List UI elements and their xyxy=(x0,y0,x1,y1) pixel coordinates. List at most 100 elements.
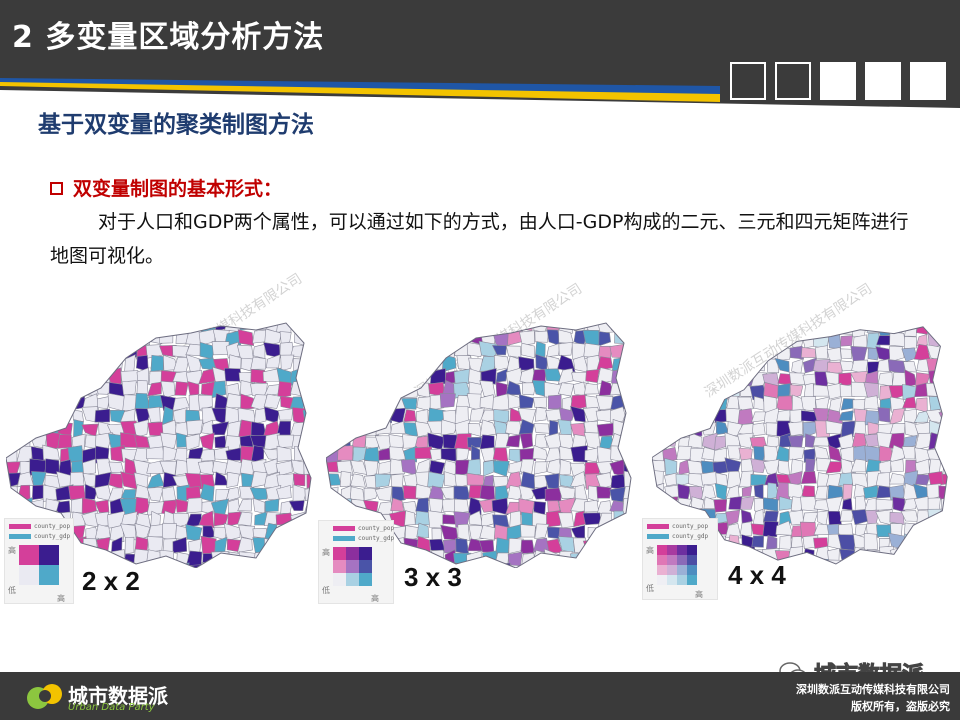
county-region xyxy=(584,447,600,463)
county-region xyxy=(596,485,612,499)
slide-header: 2 多变量区域分析方法 xyxy=(0,0,960,78)
county-region xyxy=(867,347,880,361)
county-region xyxy=(480,447,496,462)
county-region xyxy=(479,323,494,334)
county-region xyxy=(159,566,178,568)
matrix-cell xyxy=(359,547,372,560)
county-region xyxy=(800,470,817,484)
matrix-cell xyxy=(677,565,687,575)
county-region xyxy=(890,458,905,473)
county-region xyxy=(763,382,780,399)
county-region xyxy=(664,457,678,476)
county-region xyxy=(826,347,842,362)
county-region xyxy=(466,472,485,487)
matrix-cell xyxy=(687,575,697,585)
county-region xyxy=(850,345,868,362)
county-region xyxy=(305,510,311,528)
county-region xyxy=(327,355,340,372)
county-region xyxy=(652,420,665,438)
slide-title: 2 多变量区域分析方法 xyxy=(12,20,325,55)
county-region xyxy=(337,445,354,461)
county-region xyxy=(737,396,754,412)
county-region xyxy=(689,447,705,462)
county-region xyxy=(336,358,352,371)
county-region xyxy=(777,383,791,398)
county-region xyxy=(762,520,779,538)
county-region xyxy=(652,326,666,338)
legend-high-label-x: 高 xyxy=(57,594,65,603)
county-region xyxy=(839,326,854,335)
county-region xyxy=(6,329,22,343)
county-region xyxy=(559,459,572,476)
county-region xyxy=(350,473,366,488)
county-region xyxy=(727,358,741,375)
county-region xyxy=(17,341,35,359)
county-region xyxy=(33,369,44,384)
county-region xyxy=(518,394,535,409)
county-region xyxy=(505,345,522,359)
county-region xyxy=(675,344,691,362)
county-region xyxy=(507,564,523,568)
county-region xyxy=(940,346,948,361)
county-region xyxy=(533,423,550,434)
county-region xyxy=(889,331,907,347)
county-region xyxy=(6,410,22,422)
county-region xyxy=(59,384,71,399)
county-region xyxy=(326,341,342,357)
county-region xyxy=(303,367,311,386)
matrix-cell xyxy=(333,573,346,586)
county-region xyxy=(716,344,729,363)
county-region xyxy=(716,382,730,400)
county-region xyxy=(901,546,917,561)
county-region xyxy=(715,420,729,435)
legend-low-label: 低 xyxy=(322,586,330,595)
county-region xyxy=(534,461,548,475)
matrix-cell xyxy=(657,575,667,585)
county-region xyxy=(388,434,405,450)
county-region xyxy=(737,408,754,426)
county-region xyxy=(350,366,364,386)
county-region xyxy=(557,419,572,437)
matrix-cell xyxy=(667,555,677,565)
county-region xyxy=(94,445,110,461)
county-region xyxy=(363,327,378,344)
county-region xyxy=(403,409,417,423)
county-region xyxy=(377,354,394,371)
county-region xyxy=(276,552,293,567)
county-region xyxy=(263,458,278,476)
county-region xyxy=(276,485,292,500)
legend-low-label: 低 xyxy=(8,586,16,595)
county-region xyxy=(237,498,253,512)
county-region xyxy=(889,444,907,463)
county-region xyxy=(275,460,293,477)
county-region xyxy=(57,323,71,333)
county-region xyxy=(726,470,742,489)
county-region xyxy=(917,558,928,564)
county-region xyxy=(480,368,497,385)
county-region xyxy=(766,358,780,374)
footer-brand-subtitle: Urban Data Party xyxy=(68,702,155,713)
county-region xyxy=(662,422,677,435)
deco-square xyxy=(775,62,811,100)
county-region xyxy=(762,497,779,512)
county-region xyxy=(42,444,60,460)
choropleth-map-2x2 xyxy=(6,318,318,568)
county-region xyxy=(889,559,905,564)
county-region xyxy=(96,341,111,359)
county-region xyxy=(441,327,459,346)
legend-low-label: 低 xyxy=(646,584,654,593)
matrix-cell xyxy=(667,565,677,575)
county-region xyxy=(596,422,615,437)
county-region xyxy=(623,470,631,489)
county-region xyxy=(6,359,21,372)
county-region xyxy=(915,535,927,550)
county-region xyxy=(237,537,253,553)
county-region xyxy=(778,326,791,336)
county-region xyxy=(677,409,691,426)
county-region xyxy=(699,371,718,388)
county-region xyxy=(864,410,880,426)
county-region xyxy=(495,537,510,555)
matrix-cell xyxy=(687,555,697,565)
header-accent-band xyxy=(0,78,960,108)
matrix-cell xyxy=(39,545,59,565)
